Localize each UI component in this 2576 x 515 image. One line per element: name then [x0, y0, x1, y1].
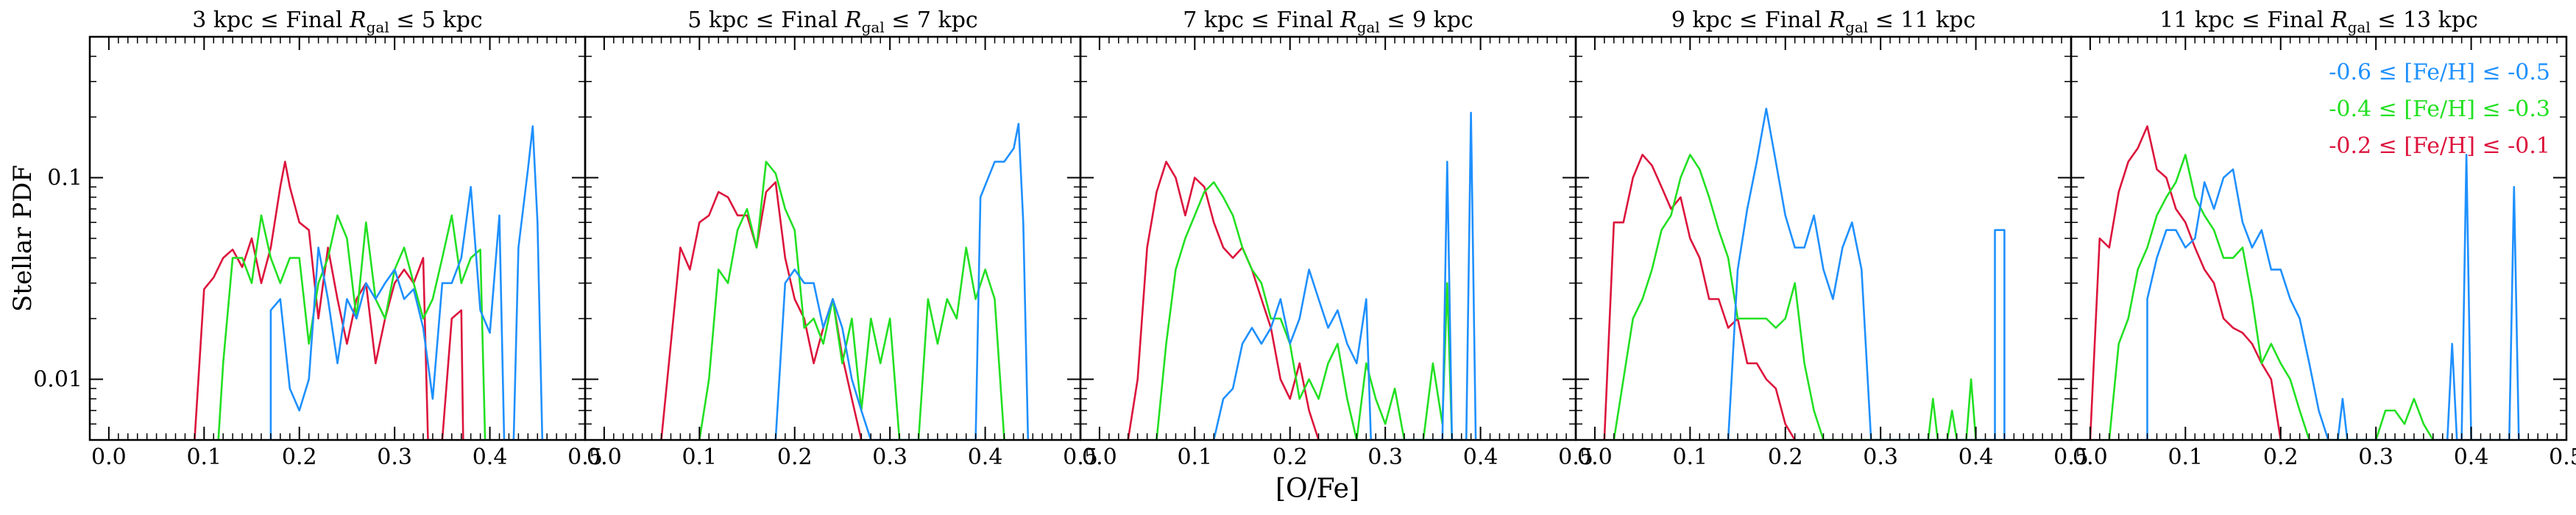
- panel-title: 7 kpc ≤ Final Rgal ≤ 9 kpc: [1183, 7, 1473, 36]
- panel-3: 7 kpc ≤ Final Rgal ≤ 9 kpc 0.0 0.1 0.2 0.3 0.…: [1079, 7, 1593, 470]
- x-axis-label: [O/Fe]: [1275, 474, 1359, 504]
- legend-entry-2: -0.4 ≤ [Fe/H] ≤ -0.3: [2329, 96, 2550, 122]
- x-tick-label: 0.5: [1063, 444, 1098, 470]
- x-tick-label: 0.2: [1768, 444, 1803, 470]
- x-tick-label: 0.2: [282, 444, 317, 470]
- x-tick-label: 0.2: [777, 444, 813, 470]
- series-line-1: [1603, 154, 1796, 440]
- series-line-2: [2108, 154, 2434, 440]
- series-line-3: [2146, 154, 2520, 440]
- x-tick-label: 0.1: [682, 444, 717, 470]
- series-line-3: [269, 125, 544, 440]
- x-tick-label: 0.1: [1672, 444, 1708, 470]
- x-tick-label: 0.1: [186, 444, 222, 470]
- y-tick-label: 0.01: [33, 367, 82, 393]
- x-tick-label: 0.3: [1863, 444, 1898, 470]
- y-axis-label: Stellar PDF: [8, 165, 38, 312]
- panel-2: 5 kpc ≤ Final Rgal ≤ 7 kpc 0.0 0.1 0.2 0.3 0.…: [584, 7, 1098, 470]
- panel-title: 3 kpc ≤ Final Rgal ≤ 5 kpc: [192, 7, 483, 36]
- x-tick-label: 0.4: [2454, 444, 2489, 470]
- series-line-2: [1156, 181, 1454, 440]
- series-line-3: [1727, 107, 2006, 440]
- series-line-1: [2089, 125, 2282, 440]
- legend: -0.6 ≤ [Fe/H] ≤ -0.5 -0.4 ≤ [Fe/H] ≤ -0.3…: [2329, 60, 2550, 159]
- x-tick-label: 0.0: [2073, 444, 2108, 470]
- panel-title: 5 kpc ≤ Final Rgal ≤ 7 kpc: [687, 7, 978, 36]
- panel-title: 11 kpc ≤ Final Rgal ≤ 13 kpc: [2159, 7, 2478, 36]
- x-tick-label: 0.2: [2263, 444, 2299, 470]
- legend-entry-1: -0.6 ≤ [Fe/H] ≤ -0.5: [2329, 60, 2550, 85]
- panel-title: 9 kpc ≤ Final Rgal ≤ 11 kpc: [1671, 7, 1976, 36]
- x-tick-label: 0.5: [2549, 444, 2576, 470]
- x-tick-label: 0.0: [1577, 444, 1613, 470]
- series-line-2: [698, 160, 1005, 440]
- x-tick-label: 0.2: [1273, 444, 1308, 470]
- x-tick-label: 0.4: [968, 444, 1003, 470]
- series-line-1: [1127, 160, 1320, 440]
- panel-4: 9 kpc ≤ Final Rgal ≤ 11 kpc 0.0 0.1 0.2 0.3 0…: [1574, 7, 2089, 470]
- series-line-3: [1212, 111, 1477, 440]
- x-tick-label: 0.5: [567, 444, 603, 470]
- series-line-2: [1613, 154, 1977, 440]
- x-tick-label: 0.1: [1177, 444, 1212, 470]
- x-tick-label: 0.0: [1082, 444, 1117, 470]
- x-tick-label: 0.1: [2168, 444, 2203, 470]
- x-tick-label: 0.4: [1463, 444, 1498, 470]
- x-tick-label: 0.3: [2358, 444, 2393, 470]
- series-line-2: [217, 214, 486, 440]
- x-tick-label: 0.3: [1367, 444, 1403, 470]
- x-tick-label: 0.3: [377, 444, 412, 470]
- x-tick-label: 0.5: [1558, 444, 1593, 470]
- x-tick-label: 0.0: [91, 444, 127, 470]
- legend-entry-3: -0.2 ≤ [Fe/H] ≤ -0.1: [2329, 133, 2550, 159]
- x-tick-label: 0.5: [2053, 444, 2089, 470]
- x-tick-label: 0.3: [872, 444, 907, 470]
- y-tick-label: 0.1: [47, 166, 82, 191]
- series-line-3: [774, 123, 1030, 440]
- panel-5: 11 kpc ≤ Final Rgal ≤ 13 kpc 0.0 0.1 0.2 0.3…: [2070, 7, 2576, 470]
- x-tick-label: 0.4: [473, 444, 508, 470]
- panels: 3 kpc ≤ Final Rgal ≤ 5 kpc 0.0 0.1 0.2 0.3 0.…: [33, 7, 2576, 470]
- x-tick-label: 0.0: [587, 444, 622, 470]
- x-tick-label: 0.4: [1958, 444, 1994, 470]
